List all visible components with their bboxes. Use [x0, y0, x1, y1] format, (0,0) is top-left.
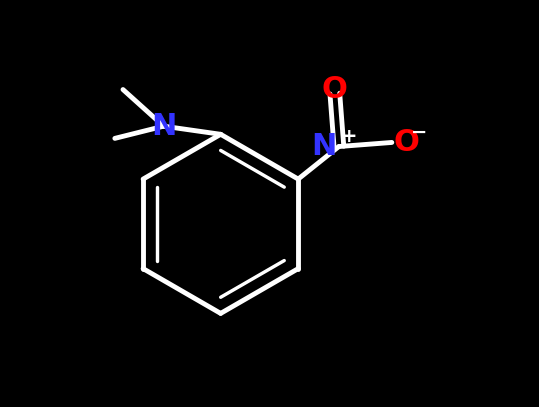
Text: N: N — [151, 112, 176, 141]
Text: −: − — [411, 123, 428, 142]
Text: N: N — [312, 132, 337, 161]
Text: +: + — [341, 127, 357, 146]
Text: O: O — [322, 75, 348, 104]
Text: O: O — [394, 128, 420, 157]
